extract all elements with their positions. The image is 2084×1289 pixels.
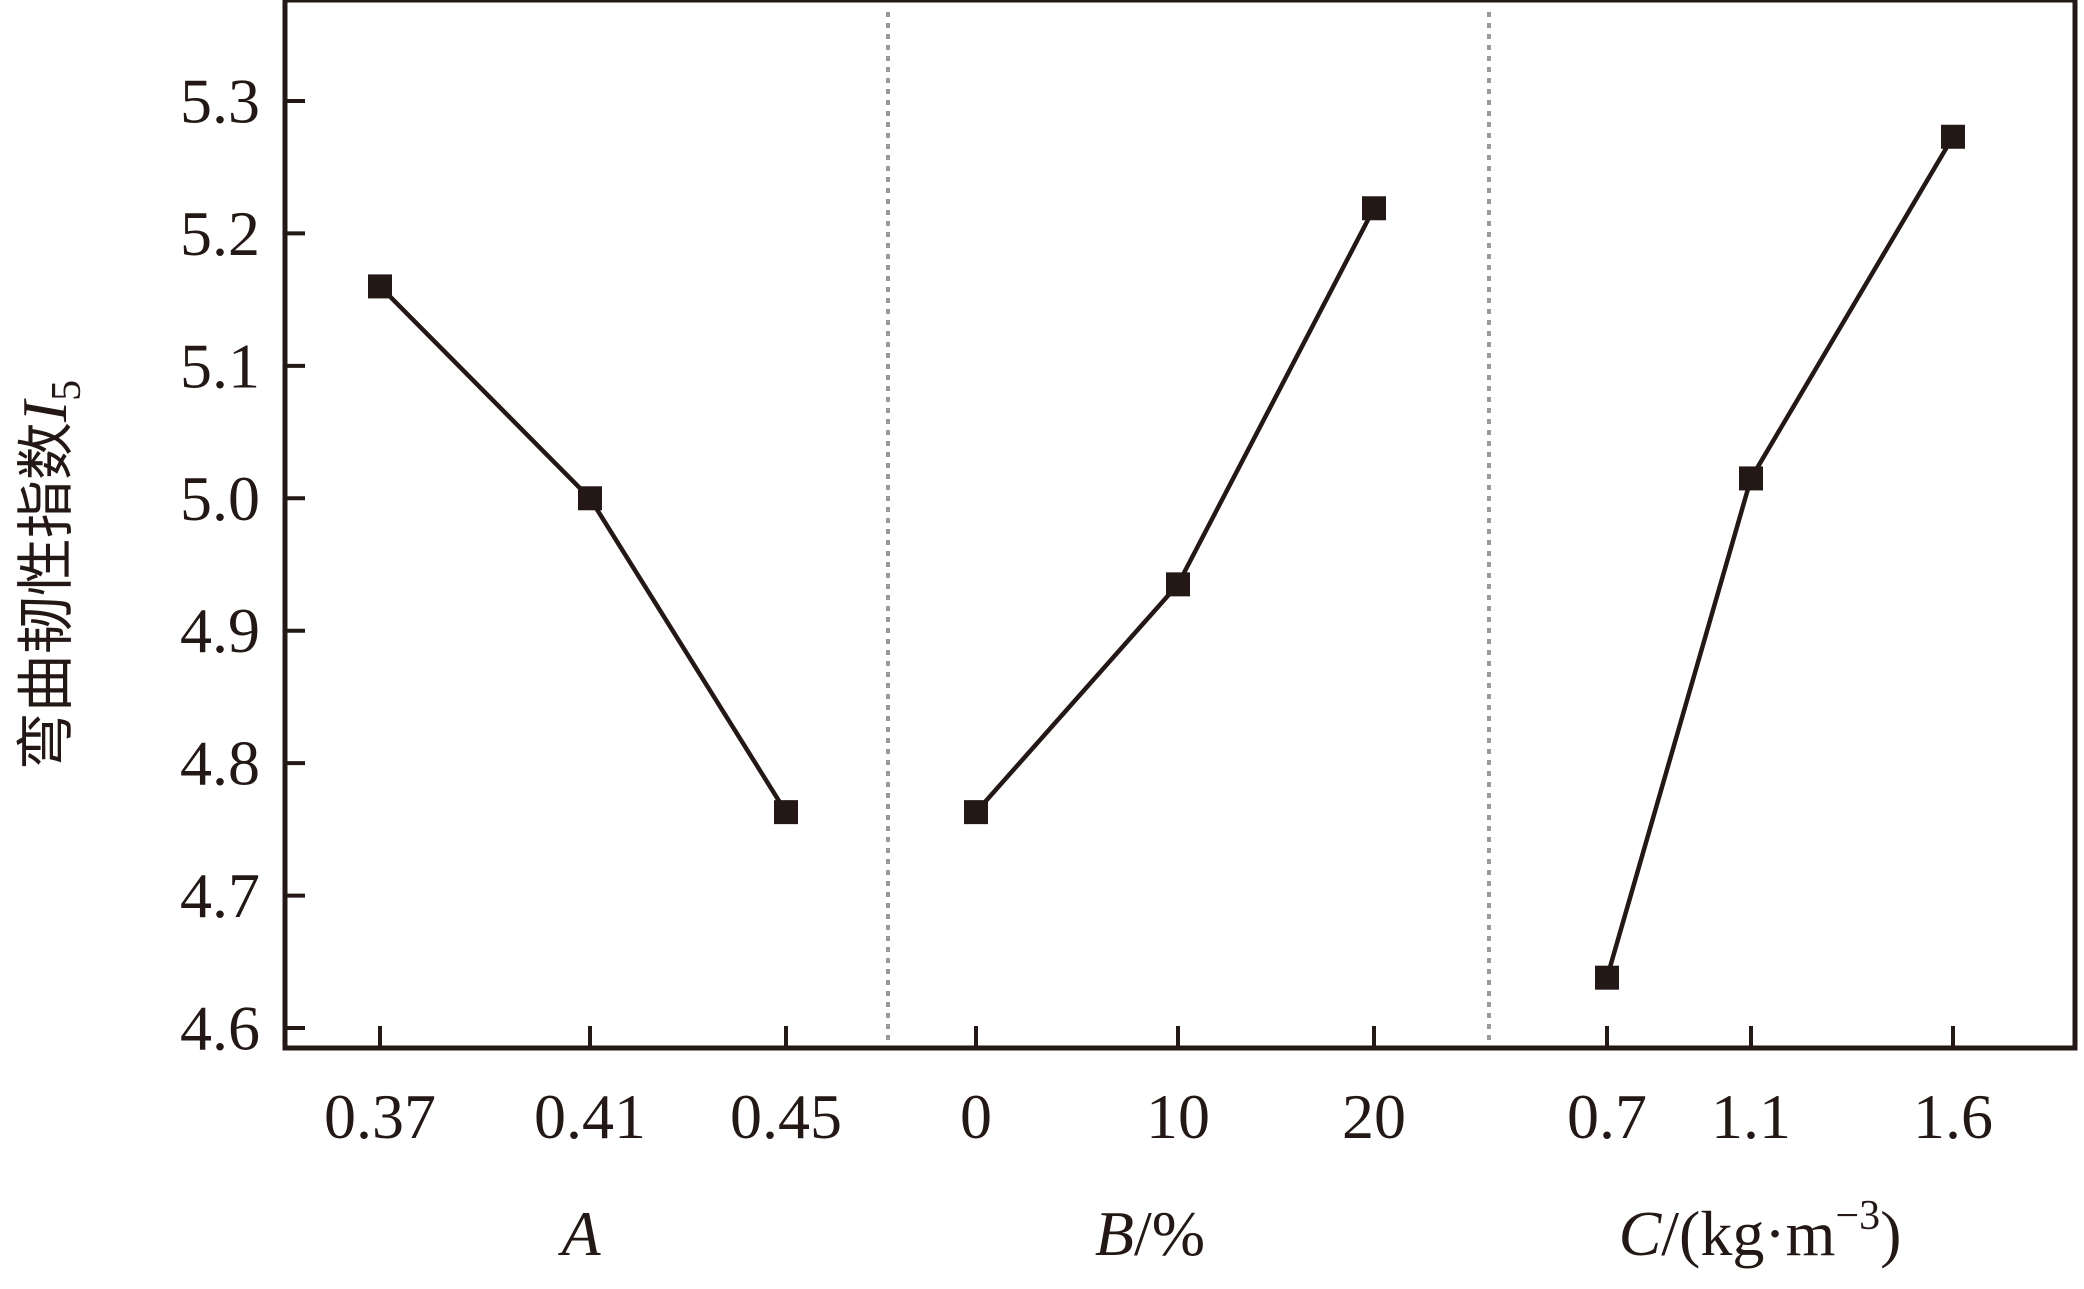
data-point-B-1 [964,800,988,825]
factor-symbol: B [1095,1198,1134,1269]
data-point-B-2 [1166,572,1190,597]
factor-symbol: A [557,1198,601,1269]
factor-label-C: C/(kg·m−3) [1619,1193,1902,1269]
x-tick-label: 0.41 [534,1081,646,1152]
axis-labels: 4.6 4.7 4.8 4.9 5.0 5.1 5.2 5.3 弯曲韧性指数I5 0.37 0.41… [9,66,1993,1270]
data-point-C-3 [1941,124,1965,149]
data-points [368,124,1965,990]
data-point-A-2 [578,486,602,511]
factor-unit: /% [1134,1198,1205,1269]
x-tick-label: 0.7 [1567,1081,1647,1152]
y-tick-label: 5.1 [180,330,260,401]
y-tick-label: 4.6 [180,993,260,1064]
y-axis-label-symbol: I [9,398,80,423]
data-point-C-2 [1739,466,1763,491]
y-axis-label-text: 弯曲韧性指数 [14,422,79,770]
y-tick-label: 4.9 [180,595,260,666]
y-tick-label: 4.7 [180,860,260,931]
x-tick-label: 0.37 [324,1081,436,1152]
y-axis-label: 弯曲韧性指数I5 [9,380,90,770]
data-point-A-1 [368,274,392,299]
x-tick-label: 0.45 [730,1081,842,1152]
plot-frame [282,0,2078,1051]
x-tick-label: 10 [1146,1081,1210,1152]
factor-unit-exponent: −3 [1835,1193,1880,1239]
series-line-B [974,207,1376,814]
y-tick-label: 5.2 [180,198,260,269]
data-point-A-3 [774,800,798,825]
y-tick-label: 4.8 [180,728,260,799]
series-lines [378,135,1955,979]
plot-frame-rect [282,0,2078,1051]
factor-unit-close: ) [1880,1198,1901,1269]
x-tick-label: 0 [960,1081,992,1152]
factor-symbol: C [1619,1198,1663,1269]
x-tick-label: 1.1 [1711,1081,1791,1152]
data-point-B-3 [1362,196,1386,221]
data-point-C-1 [1595,965,1619,990]
x-tick-label: 20 [1342,1081,1406,1152]
series-line-A [378,284,788,814]
axis-ticks [285,99,1955,1048]
factor-unit: /(kg·m [1661,1198,1835,1269]
series-line-C [1604,135,1955,979]
y-tick-label: 5.0 [180,463,260,534]
panel-separators [886,12,1491,1048]
y-tick-label: 5.3 [180,66,260,137]
factor-label-B: B/% [1095,1198,1205,1269]
factor-label-A: A [557,1198,601,1269]
x-tick-label: 1.6 [1913,1081,1993,1152]
y-axis-label-subscript: 5 [44,380,90,401]
